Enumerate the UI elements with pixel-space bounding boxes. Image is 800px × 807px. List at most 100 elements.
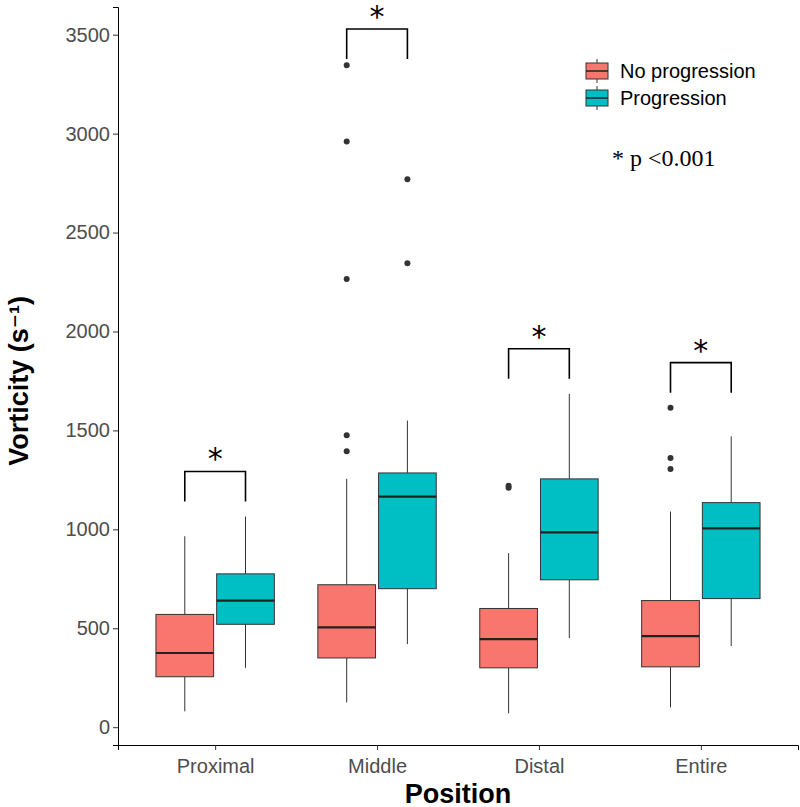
legend-key-median: [586, 70, 608, 72]
box-body: [702, 503, 760, 599]
y-tick-mark: [113, 233, 118, 234]
whisker-upper: [245, 516, 246, 573]
box: [642, 405, 700, 708]
outlier: [344, 62, 350, 68]
y-tick-label: 2500: [66, 221, 111, 243]
box: [379, 176, 437, 644]
y-tick-mark: [113, 430, 118, 431]
whisker-lower: [184, 677, 185, 712]
outlier: [404, 260, 410, 266]
significance-label: *: [208, 441, 223, 476]
y-tick-mark: [113, 628, 118, 629]
box-body: [480, 608, 538, 667]
whisker-upper: [731, 436, 732, 502]
annotation: * p <0.001: [612, 145, 716, 171]
y-axis-title: Vorticity (s⁻¹): [4, 296, 34, 466]
outlier: [344, 139, 350, 145]
median: [702, 527, 760, 529]
y-tick-label: 500: [77, 617, 110, 639]
median: [379, 496, 437, 498]
outlier: [344, 432, 350, 438]
whisker-upper: [569, 394, 570, 479]
y-tick-label: 3500: [66, 24, 111, 46]
y-tick: 2500: [66, 221, 119, 243]
box: [318, 62, 376, 702]
whisker-upper: [670, 512, 671, 601]
whisker-upper: [346, 479, 347, 585]
median: [156, 652, 214, 654]
x-tick-mark: [701, 745, 702, 750]
box: [480, 483, 538, 714]
y-tick-mark: [113, 331, 118, 332]
y-tick: 500: [77, 617, 118, 639]
plot-area: 0 500 1000 1500 2000 2500 3000 3500 Proximal Midd…: [66, 0, 799, 777]
x-tick: Middle: [348, 745, 407, 777]
whisker-upper: [184, 536, 185, 614]
x-tick-mark: [539, 745, 540, 750]
median: [642, 635, 700, 637]
y-tick: 3500: [66, 24, 119, 46]
y-tick-label: 1000: [66, 518, 111, 540]
box-body: [156, 614, 214, 676]
x-axis: Proximal Middle Distal Entire: [119, 745, 799, 777]
box-body: [540, 479, 598, 580]
box: [217, 516, 275, 667]
median: [318, 626, 376, 628]
whisker-lower: [670, 667, 671, 708]
x-tick: Distal: [514, 745, 564, 777]
marks: [156, 62, 760, 713]
median: [480, 638, 538, 640]
legend-item: No progression: [586, 59, 756, 83]
x-axis-title: Position: [405, 779, 512, 807]
y-tick-mark: [113, 727, 118, 728]
y-tick-label: 0: [99, 716, 110, 738]
y-tick: 1000: [66, 518, 119, 540]
whisker-lower: [245, 624, 246, 668]
whisker-lower: [569, 580, 570, 638]
outlier: [668, 455, 674, 461]
box-body: [217, 574, 275, 624]
significance-label: *: [531, 319, 546, 354]
x-tick-label: Proximal: [177, 755, 255, 777]
y-tick: 2000: [66, 320, 119, 342]
whisker-upper: [508, 553, 509, 608]
x-axis-line: [119, 746, 799, 751]
y-axis: 0 500 1000 1500 2000 2500 3000 3500: [66, 8, 119, 746]
outlier: [344, 276, 350, 282]
outlier: [506, 483, 512, 489]
x-tick-label: Entire: [675, 755, 727, 777]
y-tick-label: 3000: [66, 123, 111, 145]
box: [702, 436, 760, 646]
box-body: [379, 473, 437, 589]
y-tick: 1500: [66, 419, 119, 441]
legend-key-median: [586, 97, 608, 99]
box: [540, 394, 598, 638]
y-tick-mark: [113, 134, 118, 135]
legend-label: No progression: [620, 60, 756, 82]
y-axis-line: [113, 8, 119, 746]
x-tick: Proximal: [177, 745, 255, 777]
outlier: [668, 405, 674, 411]
x-tick: Entire: [675, 745, 727, 777]
box-body: [642, 601, 700, 667]
outlier: [404, 176, 410, 182]
legend-key: [586, 90, 608, 106]
whisker-upper: [407, 421, 408, 473]
x-tick-label: Middle: [348, 755, 407, 777]
y-tick-mark: [113, 35, 118, 36]
median: [217, 599, 275, 601]
legend-item: Progression: [586, 86, 727, 110]
whisker-lower: [346, 658, 347, 703]
whisker-lower: [508, 668, 509, 714]
y-tick-mark: [113, 529, 118, 530]
legend: No progression Progression: [586, 59, 756, 110]
outlier: [668, 466, 674, 472]
x-tick-mark: [215, 745, 216, 750]
whisker-lower: [731, 599, 732, 646]
box-body: [318, 585, 376, 658]
box: [156, 536, 214, 711]
x-tick-label: Distal: [514, 755, 564, 777]
legend-label: Progression: [620, 87, 727, 109]
y-tick-label: 2000: [66, 320, 111, 342]
outlier: [344, 448, 350, 454]
